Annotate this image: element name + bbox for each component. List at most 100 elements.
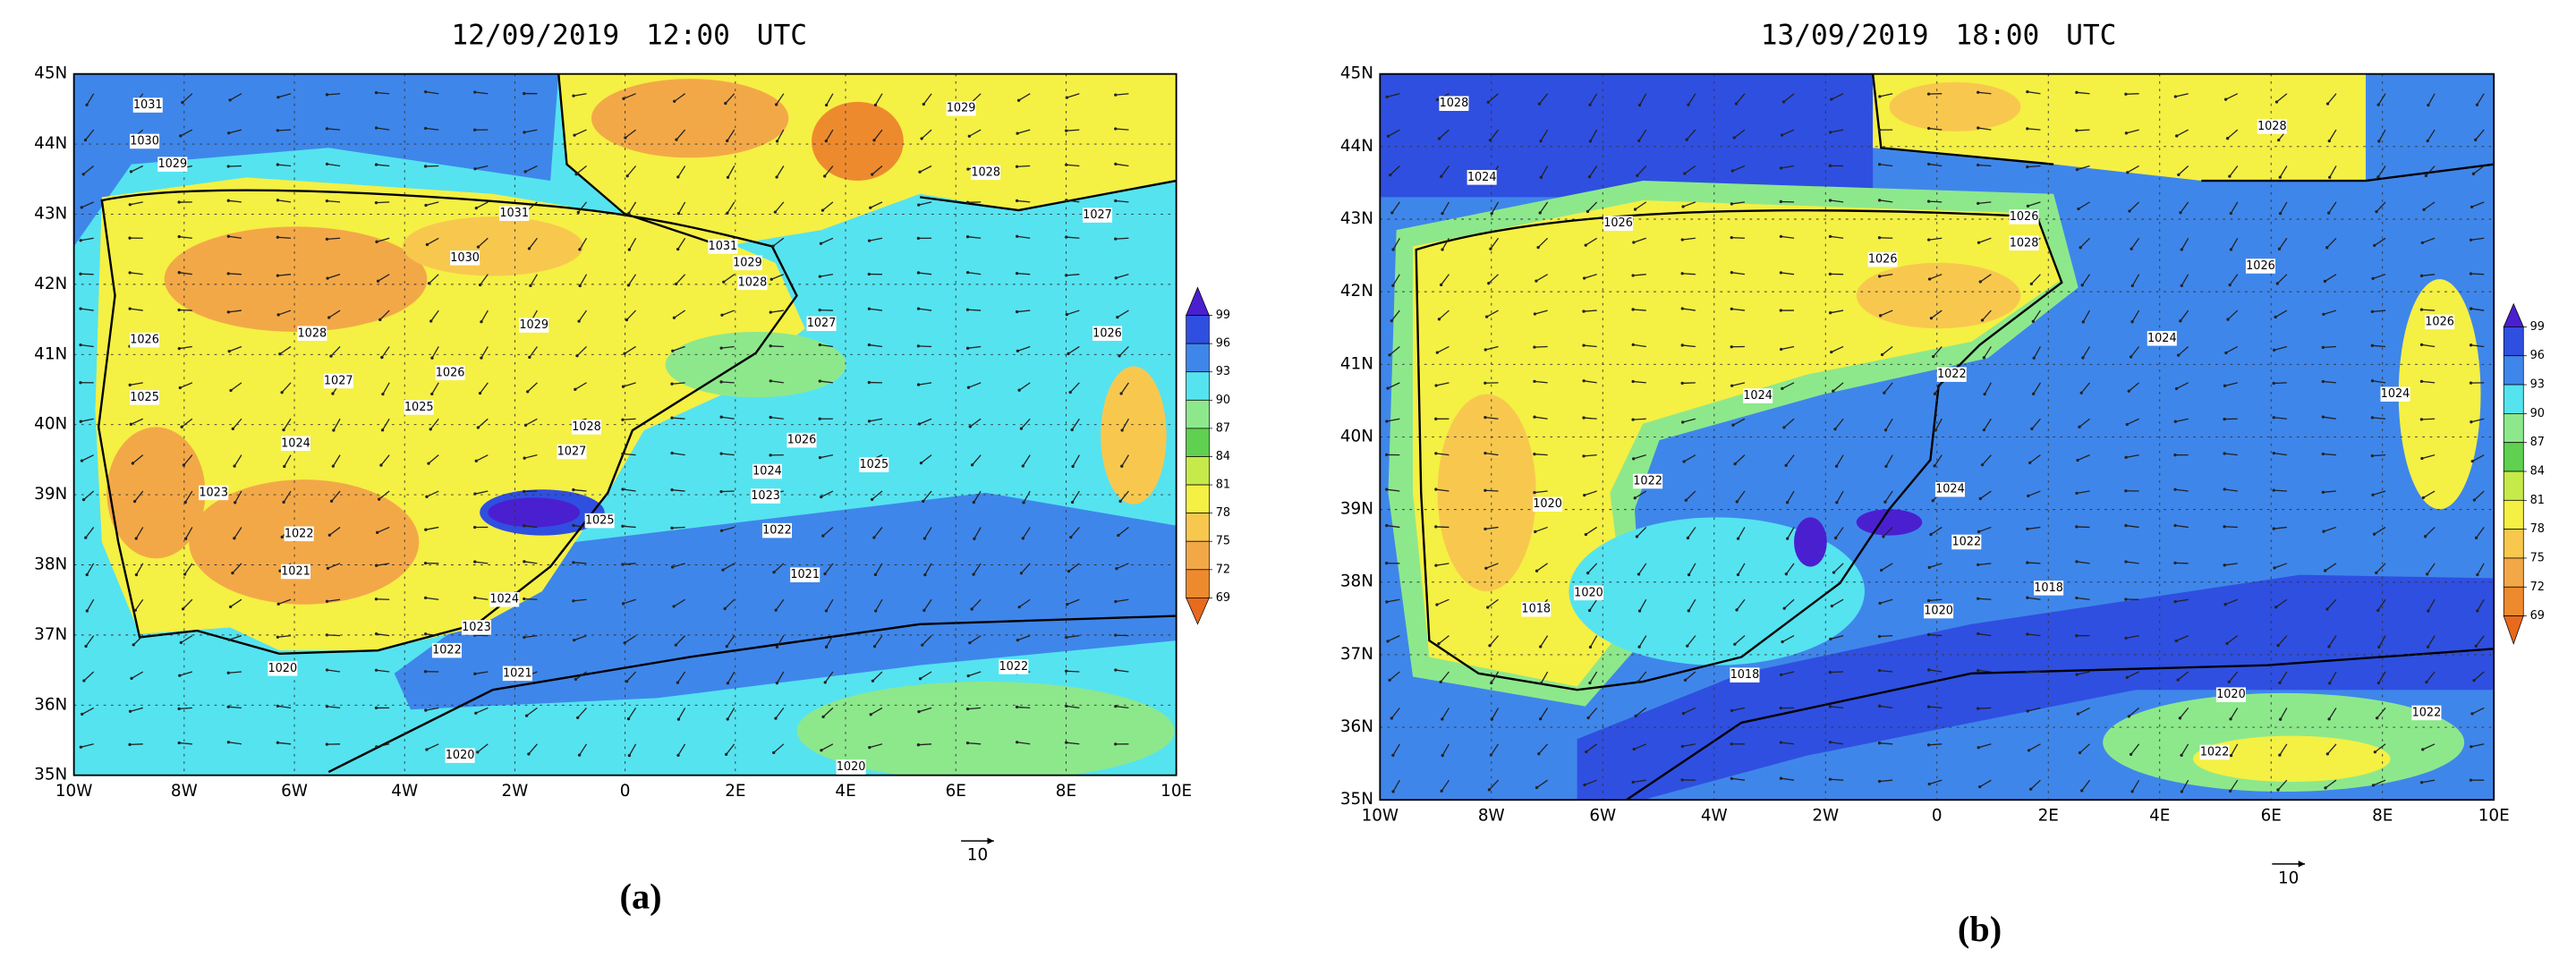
wind-arrow bbox=[967, 742, 982, 745]
wind-arrow-head bbox=[85, 609, 89, 613]
wind-arrow bbox=[85, 527, 95, 538]
wind-arrow-head bbox=[1879, 314, 1883, 318]
wind-arrow-head bbox=[1114, 199, 1118, 203]
colorbar-extend-bottom bbox=[2503, 615, 2524, 645]
wind-arrow bbox=[2427, 635, 2436, 648]
wind-arrow-head bbox=[2225, 137, 2230, 140]
wind-arrow-head bbox=[2175, 134, 2179, 138]
wind-arrow-head bbox=[821, 534, 825, 538]
wind-arrow-head bbox=[2130, 284, 2134, 288]
wind-arrow bbox=[727, 201, 735, 214]
wind-arrow bbox=[1785, 454, 1795, 466]
wind-arrow-head bbox=[227, 131, 231, 135]
wind-arrow-head bbox=[2223, 98, 2228, 101]
wind-arrow-head bbox=[2420, 456, 2424, 461]
wind-arrow-head bbox=[575, 354, 579, 358]
wind-arrow-head bbox=[1114, 742, 1118, 746]
wind-arrow-head bbox=[972, 500, 976, 504]
isobar-label-box bbox=[499, 206, 530, 222]
wind-arrow bbox=[1535, 309, 1548, 315]
wind-arrow-head bbox=[132, 499, 137, 504]
wind-arrow-head bbox=[2321, 415, 2325, 419]
wind-arrow-head bbox=[1441, 717, 1444, 721]
wind-arrow-head bbox=[2423, 535, 2427, 538]
wind-arrow bbox=[86, 563, 95, 575]
wind-arrow-head bbox=[1878, 95, 1882, 98]
wind-arrow bbox=[1733, 129, 1746, 139]
map-a bbox=[73, 73, 1177, 776]
wind-arrow-head bbox=[2228, 789, 2232, 793]
wind-arrow bbox=[772, 237, 785, 247]
wind-arrow bbox=[1066, 236, 1080, 239]
wind-arrow bbox=[277, 199, 292, 203]
wind-arrow bbox=[1731, 777, 1746, 781]
wind-arrow-head bbox=[1587, 175, 1592, 179]
map-frame bbox=[72, 72, 1177, 776]
wind-arrow bbox=[2325, 274, 2337, 282]
wind-arrow bbox=[574, 129, 587, 136]
wind-arrow-head bbox=[572, 561, 575, 564]
wind-arrow bbox=[1977, 632, 1992, 637]
y-tick-label: 44N bbox=[1340, 137, 1373, 156]
colorbar-band bbox=[2503, 529, 2524, 559]
wind-arrow bbox=[2274, 563, 2288, 569]
wind-arrow-head bbox=[283, 464, 286, 469]
wind-arrow-head bbox=[2274, 315, 2277, 319]
wind-arrow-head bbox=[1537, 102, 1542, 106]
wind-arrow bbox=[2326, 598, 2337, 610]
wind-arrow bbox=[1881, 563, 1893, 572]
wind-arrow-head bbox=[374, 668, 378, 672]
wind-arrow bbox=[875, 598, 883, 612]
isobar-label-box bbox=[130, 332, 160, 348]
wind-arrow bbox=[1067, 93, 1080, 98]
y-tick-label: 43N bbox=[34, 204, 67, 223]
wind-arrow bbox=[1584, 274, 1597, 279]
isobar-label-box bbox=[1573, 585, 1604, 601]
wind-arrow bbox=[2470, 344, 2485, 348]
wind-arrow-head bbox=[1686, 536, 1690, 540]
wind-arrow bbox=[2175, 524, 2189, 529]
wind-arrow bbox=[1115, 163, 1129, 167]
wind-arrow bbox=[1880, 309, 1893, 317]
wind-arrow-head bbox=[2124, 92, 2128, 96]
wind-arrow-head bbox=[1114, 599, 1118, 604]
wind-arrow-head bbox=[1435, 98, 1440, 102]
wind-arrow bbox=[825, 635, 834, 648]
wind-arrow-head bbox=[2476, 609, 2479, 613]
wind-arrow bbox=[380, 454, 390, 466]
wind-arrow-head bbox=[1070, 428, 1074, 432]
wind-arrow bbox=[2175, 598, 2189, 603]
isobar-label: 1022 bbox=[285, 527, 314, 540]
reference-vector-label: 10 bbox=[2278, 869, 2299, 887]
wind-arrow-head bbox=[1533, 415, 1536, 419]
isobar-label-box bbox=[708, 239, 738, 254]
wind-arrow-head bbox=[473, 90, 477, 94]
wind-arrow-head bbox=[1114, 162, 1118, 166]
wind-arrow bbox=[1982, 309, 1992, 321]
wind-arrow bbox=[131, 165, 144, 173]
wind-arrow bbox=[721, 490, 735, 493]
wind-arrow bbox=[1830, 706, 1844, 709]
wind-arrow-head bbox=[676, 717, 681, 721]
isobar-label: 1025 bbox=[585, 514, 615, 528]
wind-arrow bbox=[1387, 382, 1400, 389]
wind-arrow bbox=[626, 165, 637, 177]
wind-arrow-head bbox=[523, 635, 526, 640]
wind-arrow-head bbox=[1114, 705, 1118, 708]
wind-arrow-head bbox=[474, 459, 478, 462]
wind-arrow-head bbox=[1634, 714, 1637, 718]
wind-arrow-head bbox=[824, 609, 829, 613]
wind-arrow-head bbox=[917, 203, 921, 207]
wind-arrow-head bbox=[2075, 167, 2079, 172]
wind-arrow-head bbox=[2474, 536, 2478, 539]
wind-arrow bbox=[1016, 235, 1031, 239]
wind-arrow bbox=[1879, 164, 1893, 167]
wind-arrow bbox=[2131, 274, 2140, 286]
wind-arrow bbox=[1928, 200, 1943, 203]
wind-arrow-head bbox=[676, 247, 680, 251]
wind-arrow-head bbox=[2273, 348, 2276, 352]
wind-arrow bbox=[1688, 563, 1696, 575]
wind-arrow bbox=[1587, 563, 1598, 574]
wind-arrow-head bbox=[676, 175, 680, 179]
